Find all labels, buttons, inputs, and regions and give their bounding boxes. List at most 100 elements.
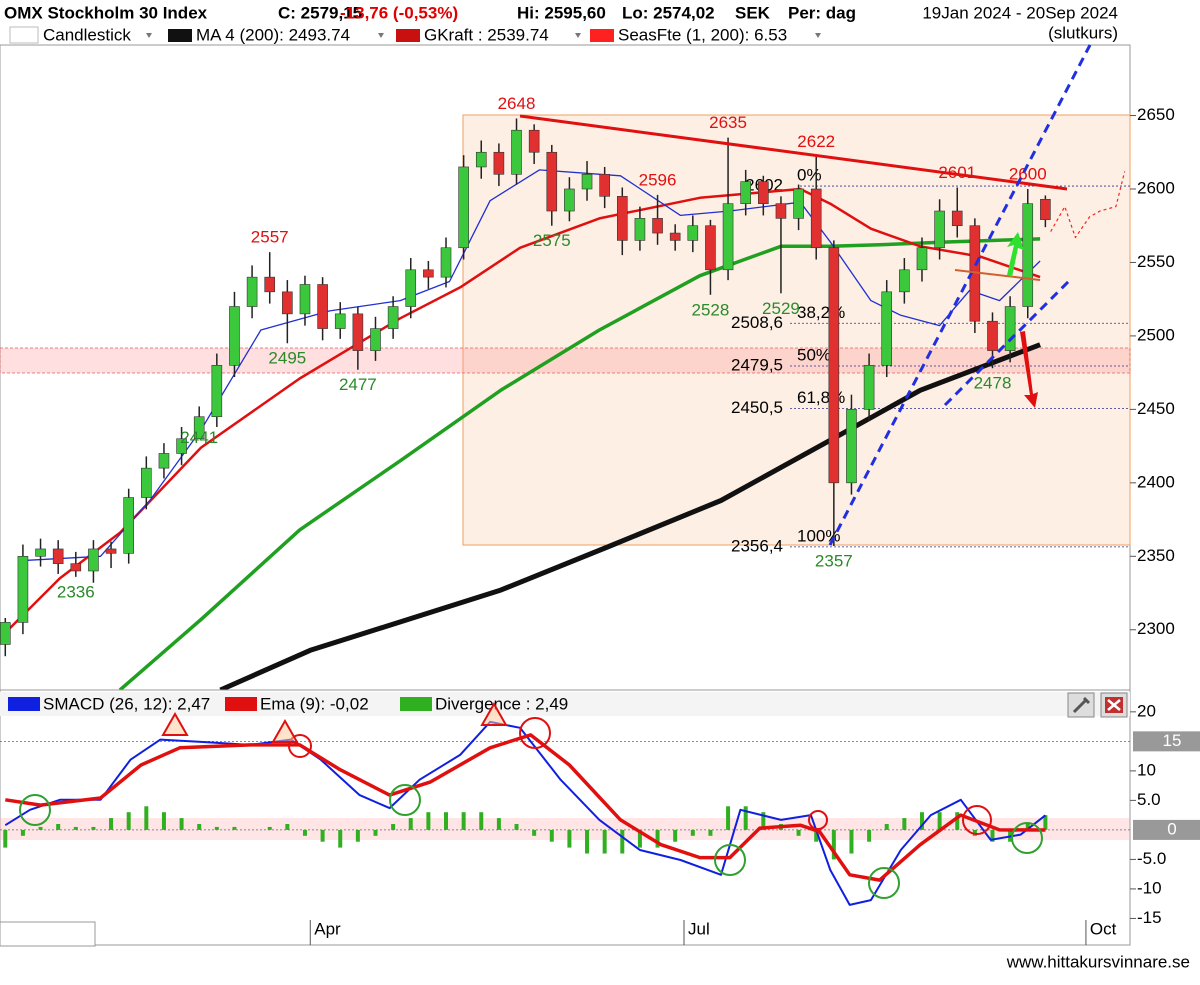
candle-body <box>282 291 293 315</box>
level-label: 15 <box>1163 731 1182 750</box>
histogram-bar <box>937 812 942 830</box>
candle-body <box>951 210 963 227</box>
candle-body <box>123 497 134 554</box>
y-tick-label: 2550 <box>1137 252 1175 271</box>
histogram-bar <box>73 826 78 830</box>
candle-body <box>705 225 716 271</box>
y-tick-label: -5.0 <box>1137 849 1166 868</box>
price-annotation: 2357 <box>815 551 853 570</box>
fib-value: 2479,5 <box>731 356 783 375</box>
candle-body <box>740 181 751 204</box>
histogram-bar <box>831 829 836 860</box>
histogram-bar <box>726 806 731 830</box>
histogram-bar <box>373 829 378 836</box>
zero-band <box>0 818 1130 840</box>
candle-body <box>546 151 558 212</box>
histogram-bar <box>955 812 960 830</box>
dropdown <box>146 33 152 38</box>
candle-body <box>141 467 152 498</box>
candle-body <box>846 409 857 484</box>
histogram-bar <box>232 826 237 830</box>
series-line <box>5 733 1046 882</box>
histogram-bar <box>3 829 8 848</box>
histogram-bar <box>1025 823 1030 830</box>
histogram-bar <box>426 812 431 830</box>
legend-label: SMACD (26, 12): 2,47 <box>43 694 210 713</box>
candle-body <box>511 129 522 175</box>
candle-body <box>687 225 699 241</box>
candle-body <box>299 284 311 315</box>
histogram-bar <box>1043 815 1048 830</box>
histogram-bar <box>990 829 995 842</box>
y-tick-label: 2600 <box>1137 178 1175 197</box>
histogram-bar <box>197 823 202 830</box>
price-annotation: 2336 <box>57 582 95 601</box>
candle-body <box>722 203 734 271</box>
candle-body <box>1040 198 1051 220</box>
up-arrow <box>1007 232 1024 277</box>
candle-body <box>775 203 787 219</box>
histogram-bar <box>20 829 25 836</box>
candle-body <box>334 313 346 329</box>
histogram-bar <box>567 829 572 848</box>
histogram-bar <box>884 823 889 830</box>
histogram-bar <box>514 823 519 830</box>
candle-body <box>440 247 452 278</box>
histogram-bar <box>126 812 131 830</box>
histogram-bar <box>479 812 484 830</box>
y-tick-label: 10 <box>1137 760 1156 779</box>
histogram-bar <box>320 829 325 842</box>
series-line <box>118 237 1041 692</box>
date-range: 19Jan 2024 - 20Sep 2024 <box>922 3 1118 22</box>
y-tick-label: 2500 <box>1137 325 1175 344</box>
y-tick-label: -15 <box>1137 908 1162 927</box>
x-tick-label: Oct <box>1090 919 1117 938</box>
panel-buttons <box>1067 692 1128 718</box>
candle-body <box>475 151 487 168</box>
histogram-bar <box>38 826 43 830</box>
macd-legend-bar <box>0 692 1130 716</box>
histogram-bar <box>56 823 61 830</box>
candle-body <box>176 438 187 454</box>
info-item: C: 2579,15 <box>278 3 362 22</box>
histogram-bar <box>285 823 290 830</box>
candle-body <box>264 276 276 293</box>
price-annotation: 2600 <box>1009 164 1047 183</box>
candle-body <box>88 548 99 572</box>
legend-label: MA 4 (200): 2493.74 <box>196 25 350 44</box>
fib-value: 2508,6 <box>731 313 783 332</box>
histogram-bar <box>902 818 907 830</box>
candle-body <box>934 210 945 249</box>
candle-body <box>211 364 223 418</box>
candle-body <box>70 563 82 572</box>
histogram-bar <box>444 812 449 830</box>
histogram-bar <box>391 823 396 830</box>
legend-label: GKraft : 2539.74 <box>424 25 549 44</box>
candle-body <box>387 306 399 329</box>
legend-label: Ema (9): -0,02 <box>260 694 369 713</box>
price-annotation: 2622 <box>797 132 835 151</box>
histogram-bar <box>620 829 625 854</box>
histogram-bar <box>690 829 695 836</box>
candle-body <box>916 247 928 271</box>
legend-swatch <box>168 29 192 42</box>
price-annotation: 2495 <box>268 349 306 368</box>
y-tick-label: -10 <box>1137 878 1162 897</box>
candle-body <box>828 247 840 484</box>
resistance-line <box>519 114 1068 191</box>
macd-panel <box>0 689 1131 946</box>
candle-body <box>1022 203 1034 307</box>
fib-pct: 50% <box>797 346 831 365</box>
histogram-bar <box>849 829 854 854</box>
legend-swatch <box>8 697 40 711</box>
price-annotation: 2557 <box>251 228 289 247</box>
candle-body <box>899 269 910 293</box>
candle-body <box>810 188 822 249</box>
fib-value: 2450,5 <box>731 398 783 417</box>
candle-body <box>881 291 893 366</box>
histogram-bar <box>267 826 272 830</box>
histogram-bar <box>637 829 642 848</box>
candle-body <box>229 306 240 366</box>
histogram-bar <box>338 829 343 848</box>
fib-value: 2356,4 <box>731 536 783 555</box>
